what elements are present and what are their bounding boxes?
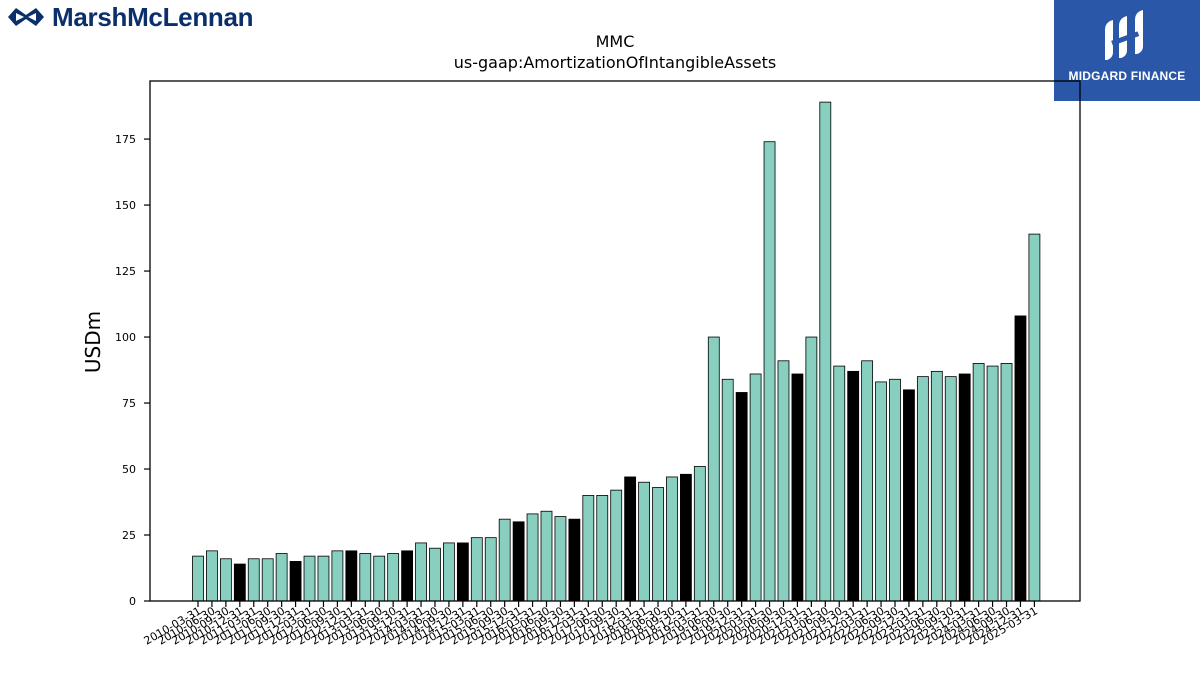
bar-2017-06-30 <box>596 495 609 602</box>
bar-2017-12-31 <box>624 476 637 602</box>
bar-2014-06-30 <box>429 547 441 602</box>
bar-2015-09-30 <box>498 518 511 602</box>
bar-2012-03-31 <box>303 555 316 602</box>
bar-2023-03-31 <box>916 376 929 602</box>
bar-2019-09-30 <box>721 378 734 602</box>
bar-2024-03-31 <box>972 363 985 602</box>
bar-2014-03-31 <box>415 542 427 602</box>
bar-2014-12-31 <box>456 542 469 602</box>
midgard-finance-badge: MIDGARD FINANCE <box>1054 0 1200 101</box>
bar-2022-03-31 <box>861 360 874 602</box>
bar-2013-09-30 <box>387 553 400 602</box>
bars-layer <box>192 101 1041 602</box>
bar-2012-09-30 <box>331 550 344 602</box>
bar-2018-09-30 <box>666 476 678 602</box>
bar-2024-12-31 <box>1014 315 1027 602</box>
bar-2011-09-30 <box>275 553 288 602</box>
bar-2017-09-30 <box>610 489 623 602</box>
bar-2018-12-31 <box>680 473 692 602</box>
bar-2024-09-30 <box>1000 363 1013 602</box>
bar-2025-03-31 <box>1028 233 1041 602</box>
bar-2011-03-31 <box>247 558 260 602</box>
marsh-mclennan-logo: MarshMcLennan <box>6 1 254 32</box>
bar-2019-06-30 <box>707 336 720 602</box>
brand-name: MarshMcLennan <box>52 1 254 32</box>
bar-2016-09-30 <box>554 516 567 602</box>
bar-2015-06-30 <box>484 537 497 602</box>
bar-2020-09-30 <box>777 360 790 602</box>
bar-2018-03-31 <box>638 481 650 602</box>
bar-2020-06-30 <box>763 141 776 602</box>
bar-2015-03-31 <box>470 537 483 602</box>
badge-label: MIDGARD FINANCE <box>1068 69 1186 83</box>
midgard-finance-logo-icon <box>1105 10 1143 60</box>
bar-2021-06-30 <box>819 101 832 602</box>
bar-2021-09-30 <box>833 365 846 602</box>
bar-2021-12-31 <box>847 370 860 602</box>
bar-2017-03-31 <box>582 495 595 602</box>
bar-2023-06-30 <box>930 370 943 602</box>
bar-2016-06-30 <box>540 510 553 602</box>
bar-2011-06-30 <box>261 558 274 602</box>
bar-2011-12-31 <box>289 561 302 602</box>
bar-2022-06-30 <box>875 381 887 602</box>
bar-2013-12-31 <box>401 550 414 602</box>
bar-2023-09-30 <box>944 376 957 602</box>
axes-layer: 02550751001251501752010-03-312010-06-302… <box>115 80 1081 648</box>
y-tick-label: 75 <box>122 397 136 410</box>
bar-2010-09-30 <box>219 558 232 602</box>
bar-2016-03-31 <box>526 513 539 602</box>
bar-2020-03-31 <box>749 373 762 602</box>
y-tick-label: 100 <box>115 331 136 344</box>
bar-2023-12-31 <box>958 373 971 602</box>
y-tick-label: 50 <box>122 463 136 476</box>
plot-frame <box>149 80 1081 602</box>
y-tick-label: 0 <box>129 595 136 608</box>
bar-2021-03-31 <box>805 336 818 602</box>
bar-2019-12-31 <box>735 392 748 602</box>
bar-2016-12-31 <box>568 518 581 602</box>
bar-2024-06-30 <box>986 365 999 602</box>
bar-2013-03-31 <box>359 553 372 602</box>
bar-2022-12-31 <box>903 389 915 602</box>
bar-2018-06-30 <box>652 487 664 602</box>
y-tick-label: 25 <box>122 529 136 542</box>
bar-2012-12-31 <box>345 550 358 602</box>
marsh-mclennan-logo-icon <box>8 8 44 26</box>
y-tick-label: 125 <box>115 265 136 278</box>
chart-title: MMC <box>595 32 635 51</box>
bar-2010-12-31 <box>233 563 246 602</box>
y-tick-label: 150 <box>115 199 136 212</box>
y-axis-label: USDm <box>81 311 105 373</box>
chart-subtitle: us-gaap:AmortizationOfIntangibleAssets <box>453 53 777 72</box>
bar-2022-09-30 <box>889 378 901 602</box>
y-tick-label: 175 <box>115 133 136 146</box>
bar-2020-12-31 <box>791 373 804 602</box>
bar-2010-06-30 <box>206 550 218 602</box>
bar-2013-06-30 <box>373 555 386 602</box>
bar-2012-06-30 <box>317 555 330 602</box>
bar-2019-03-31 <box>693 465 706 602</box>
bar-2015-12-31 <box>512 521 525 602</box>
bar-2010-03-31 <box>192 555 204 602</box>
bar-2014-09-30 <box>443 542 455 602</box>
